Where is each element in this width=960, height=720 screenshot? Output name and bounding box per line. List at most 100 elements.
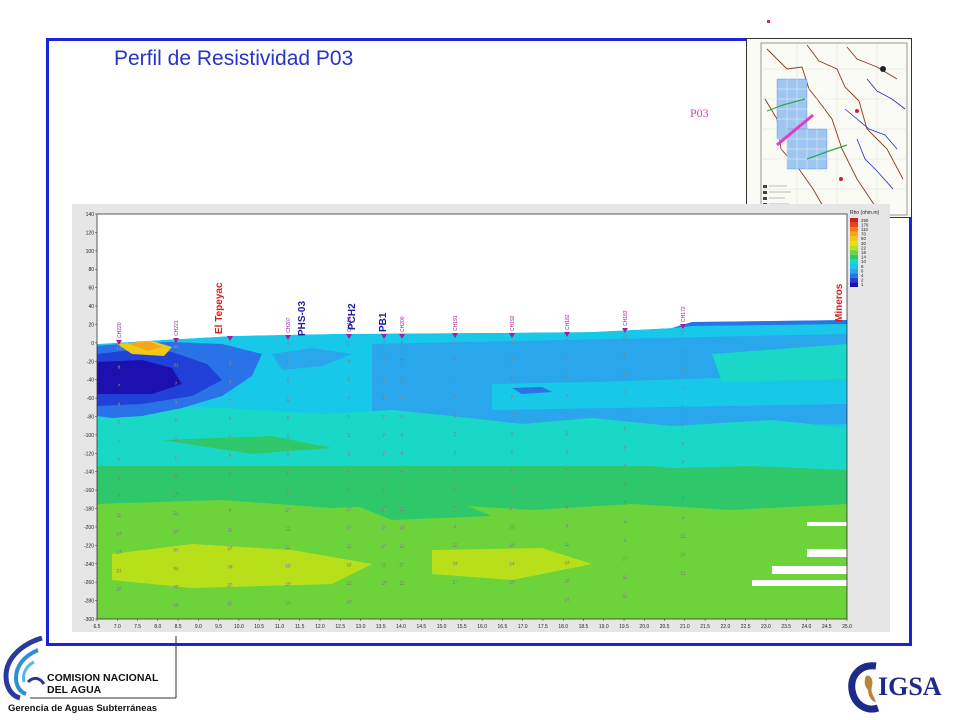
sounding-label: CH221 <box>174 320 180 336</box>
sample-value: 3 <box>383 433 386 438</box>
legend-swatch <box>850 250 858 255</box>
sample-value: 3 <box>401 451 404 456</box>
x-tick-label: 17.5 <box>538 624 548 630</box>
sample-value: 3 <box>682 441 685 446</box>
legend-value: 6 <box>861 268 864 273</box>
sample-value: 9 <box>624 519 627 524</box>
resistivity-section: 140120100806040200-20-40-60-80-100-120-1… <box>72 204 890 632</box>
sample-value: 18 <box>228 564 233 569</box>
x-tick-label: 12.0 <box>315 624 325 630</box>
legend-swatch <box>850 227 858 232</box>
marker-dot <box>767 20 770 23</box>
sample-value: 2 <box>348 433 351 438</box>
y-tick-label: -220 <box>84 543 94 549</box>
sample-value: 3 <box>401 414 404 419</box>
y-tick-label: -300 <box>84 617 94 623</box>
sample-value: 35 <box>174 585 179 590</box>
x-tick-label: 24.0 <box>802 624 812 630</box>
sounding-marker-icon <box>564 332 570 337</box>
sample-value: 16 <box>565 597 570 602</box>
sample-value: 16 <box>453 561 458 566</box>
sample-value: 7 <box>118 494 121 499</box>
sample-value: 4 <box>682 386 685 391</box>
department-name: Gerencia de Aguas Subterráneas <box>8 703 158 714</box>
sample-value: 3 <box>229 398 232 403</box>
sample-value: 9 <box>682 515 685 520</box>
y-tick-label: 0 <box>91 341 94 347</box>
legend-swatch <box>850 236 858 241</box>
x-tick-label: 15.0 <box>437 624 447 630</box>
sample-value: 14 <box>286 600 291 605</box>
sample-value: 3 <box>229 416 232 421</box>
sample-value: 4 <box>624 390 627 395</box>
sample-value: 3 <box>566 394 569 399</box>
sample-value: 2 <box>287 434 290 439</box>
sounding-label: CH183 <box>623 310 629 326</box>
sample-value: 20 <box>453 580 458 585</box>
legend-value: 10 <box>861 259 866 264</box>
sample-value: 11 <box>382 562 387 567</box>
sample-value: 3 <box>383 488 386 493</box>
sample-value: 9 <box>454 524 457 529</box>
sample-value: 20 <box>400 562 405 567</box>
sounding-label: CH172 <box>681 306 687 322</box>
x-tick-label: 9.0 <box>195 624 202 630</box>
x-tick-label: 21.0 <box>680 624 690 630</box>
sample-value: 7 <box>175 381 178 386</box>
legend-swatch <box>850 264 858 269</box>
sample-value: 21 <box>174 363 179 368</box>
sample-value: 4 <box>511 339 514 344</box>
sample-value: 21 <box>174 511 179 516</box>
sample-value: 7 <box>682 497 685 502</box>
sample-value: 3 <box>229 453 232 458</box>
sample-value: 2 <box>287 378 290 383</box>
legend-value: 250 <box>861 218 869 223</box>
sample-value: 15 <box>565 579 570 584</box>
sample-value: 3 <box>348 414 351 419</box>
sample-value: 3 <box>175 418 178 423</box>
y-tick-label: -260 <box>84 580 94 586</box>
sample-value: 12 <box>117 346 122 351</box>
sample-value: 2 <box>454 432 457 437</box>
sample-value: 2 <box>511 432 514 437</box>
cna-name-line1: COMISION NACIONAL <box>47 672 159 684</box>
sample-value: 10 <box>510 506 515 511</box>
sample-value: 13 <box>400 525 405 530</box>
x-tick-label: 10.0 <box>234 624 244 630</box>
sample-value: 3 <box>287 360 290 365</box>
x-tick-label: 14.5 <box>416 624 426 630</box>
y-axis: 140 120 100 80 60 40 20 0 -20 -40 -60 -80 -100 -120 -1… <box>84 212 97 623</box>
x-tick-label: 24.5 <box>822 624 832 630</box>
x-tick-label: 16.5 <box>498 624 508 630</box>
sample-value: 5 <box>682 367 685 372</box>
legend-swatch <box>850 277 858 283</box>
sample-value: 7 <box>383 340 386 345</box>
sample-value: 3 <box>566 338 569 343</box>
sample-value: 3 <box>511 395 514 400</box>
y-tick-label: 100 <box>86 249 95 255</box>
sample-value: 3 <box>682 423 685 428</box>
sample-value: 6 <box>287 341 290 346</box>
cna-wave-logo <box>3 636 177 701</box>
sample-value: 14 <box>510 561 515 566</box>
y-tick-label: -140 <box>84 470 94 476</box>
sounding-marker-icon <box>285 335 291 340</box>
sample-value: 13 <box>228 546 233 551</box>
sample-value: 6 <box>118 402 121 407</box>
x-tick-label: 18.5 <box>579 624 589 630</box>
sounding-label: CH182 <box>565 314 571 330</box>
sample-value: 3 <box>229 435 232 440</box>
sounding-label: CH220 <box>117 322 123 338</box>
y-tick-label: -280 <box>84 599 94 605</box>
legend-value: 8 <box>861 264 864 269</box>
legend-value: 1 <box>861 282 864 287</box>
sounding-marker-icon <box>622 328 628 333</box>
sample-value: 7 <box>401 359 404 364</box>
legend-value: 4 <box>861 273 864 278</box>
sample-value: 3 <box>566 468 569 473</box>
legend-swatch <box>850 241 858 246</box>
sample-value: 3 <box>287 471 290 476</box>
well-label: PB1 <box>378 312 389 332</box>
x-tick-label: 16.0 <box>477 624 487 630</box>
